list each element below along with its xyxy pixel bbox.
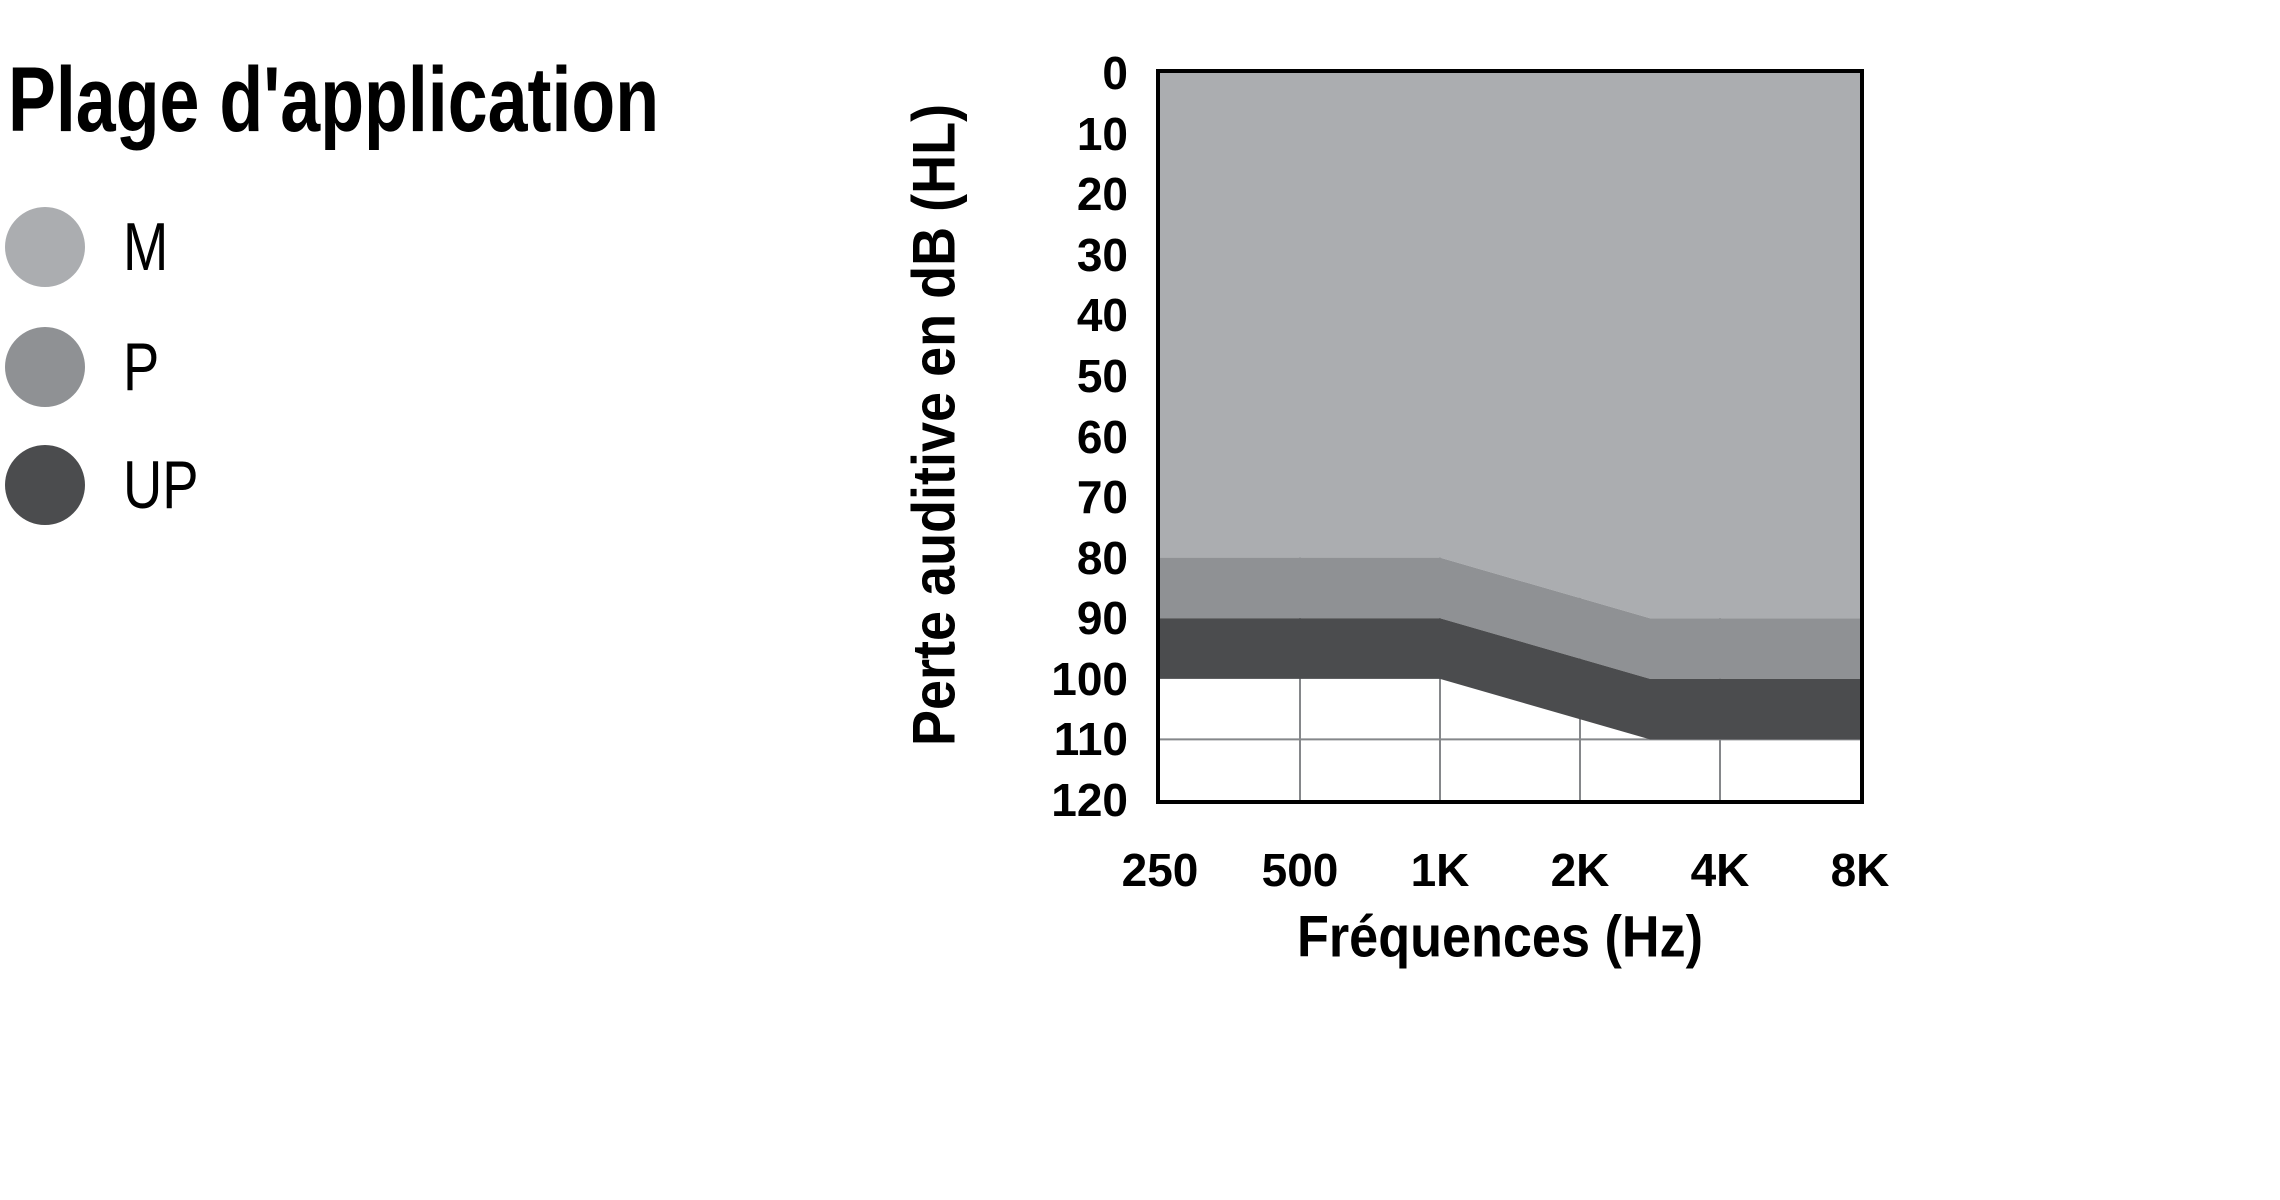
band-p (1160, 557, 1860, 679)
y-tick-label-20: 20 (1076, 168, 1128, 221)
y-tick-label-90: 90 (1076, 592, 1128, 645)
legend-swatch-m (5, 207, 85, 287)
legend-swatch-p (5, 327, 85, 407)
legend-label-up: UP (123, 447, 199, 523)
legend-swatch-up (5, 445, 85, 525)
y-tick-label-10: 10 (1076, 107, 1128, 160)
y-tick-label-70: 70 (1076, 471, 1128, 524)
y-tick-label-40: 40 (1076, 289, 1128, 342)
y-tick-label-30: 30 (1076, 228, 1128, 281)
page-title: Plage d'application (8, 49, 660, 151)
legend-item-up: UP (5, 445, 217, 525)
band-m (1160, 73, 1860, 619)
x-tick-label-1K: 1K (1410, 844, 1470, 896)
x-tick-label-250: 250 (1121, 844, 1199, 896)
x-tick-label-2K: 2K (1550, 844, 1610, 896)
audiogram-plot (1156, 69, 1864, 804)
y-tick-label-50: 50 (1076, 349, 1128, 402)
y-tick-label-110: 110 (1053, 713, 1128, 766)
y-tick-label-0: 0 (1102, 47, 1128, 99)
y-axis-title: Perte auditive en dB (HL) (900, 103, 968, 747)
x-tick-label-4K: 4K (1690, 844, 1750, 896)
y-tick-label-60: 60 (1076, 410, 1128, 463)
legend-label-m: M (123, 209, 169, 285)
x-axis-title: Fréquences (Hz) (1296, 904, 1704, 970)
legend-item-m: M (5, 207, 180, 287)
y-tick-label-100: 100 (1051, 652, 1128, 705)
x-tick-label-8K: 8K (1830, 844, 1890, 896)
y-tick-label-120: 120 (1051, 774, 1128, 826)
legend-item-p: P (5, 327, 168, 407)
area-chart-svg (1160, 73, 1860, 800)
x-tick-label-500: 500 (1261, 844, 1339, 896)
legend-label-p: P (123, 329, 160, 405)
band-up (1160, 618, 1860, 740)
y-tick-label-80: 80 (1076, 531, 1128, 584)
